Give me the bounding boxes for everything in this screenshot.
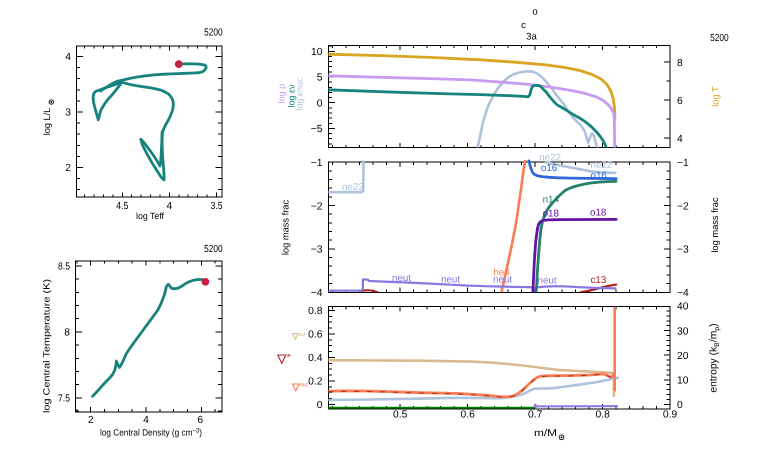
svg-text:2: 2	[88, 415, 94, 426]
svg-text:neut: neut	[538, 275, 557, 286]
svg-text:c: c	[521, 20, 526, 31]
svg-text:log Central Density (g cm−3): log Central Density (g cm−3)	[100, 428, 202, 438]
svg-text:6: 6	[677, 96, 683, 107]
svg-text:neut: neut	[441, 274, 460, 285]
svg-text:0.6: 0.6	[461, 410, 476, 421]
svg-text:8: 8	[677, 58, 683, 69]
svg-text:5: 5	[317, 73, 323, 84]
svg-text:−5: −5	[311, 124, 323, 135]
svg-text:log εν: log εν	[287, 84, 297, 108]
svg-text:0: 0	[317, 98, 323, 109]
svg-text:entropy (kB/mp): entropy (kB/mp)	[709, 323, 722, 392]
svg-text:log L/L: log L/L	[42, 108, 52, 136]
svg-text:log T: log T	[711, 86, 721, 107]
svg-text:10: 10	[311, 47, 323, 58]
svg-text:0.2: 0.2	[308, 377, 323, 388]
svg-text:2: 2	[65, 163, 71, 174]
svg-text:ne22: ne22	[591, 160, 613, 171]
svg-text:ne22: ne22	[342, 182, 364, 193]
svg-text:4: 4	[677, 134, 683, 145]
svg-text:o18: o18	[543, 209, 560, 220]
svg-text:0.9: 0.9	[663, 410, 678, 421]
svg-text:0.6: 0.6	[308, 330, 323, 341]
svg-text:0: 0	[677, 400, 683, 411]
svg-text:ne22: ne22	[539, 152, 561, 163]
svg-text:3a: 3a	[526, 32, 537, 43]
svg-text:−4: −4	[677, 288, 689, 299]
svg-text:log Teff: log Teff	[136, 211, 164, 221]
svg-text:−4: −4	[311, 288, 323, 299]
svg-text:−2: −2	[311, 201, 323, 212]
svg-text:8.5: 8.5	[58, 262, 70, 273]
svg-text:−3: −3	[311, 245, 323, 256]
svg-text:30: 30	[677, 326, 689, 337]
svg-text:n14: n14	[543, 195, 560, 206]
svg-text:5200: 5200	[204, 244, 223, 255]
svg-text:7.5: 7.5	[58, 394, 70, 405]
svg-text:3: 3	[65, 108, 71, 119]
svg-text:0: 0	[317, 400, 323, 411]
svg-text:o: o	[532, 7, 537, 18]
svg-text:0.7: 0.7	[528, 410, 543, 421]
svg-text:4.5: 4.5	[116, 201, 128, 212]
svg-text:m/M: m/M	[534, 428, 557, 439]
svg-text:0.4: 0.4	[308, 353, 323, 364]
svg-text:he4: he4	[494, 268, 511, 279]
svg-text:log mass frac: log mass frac	[710, 197, 720, 253]
svg-text:8: 8	[64, 328, 70, 339]
svg-text:o16: o16	[591, 170, 608, 181]
svg-text:5200: 5200	[710, 33, 729, 44]
svg-text:o18: o18	[590, 208, 607, 219]
svg-text:log mass frac: log mass frac	[281, 200, 291, 256]
svg-text:✳: ✳	[286, 353, 291, 360]
svg-text:10: 10	[677, 376, 689, 387]
svg-text:neut: neut	[493, 275, 512, 286]
svg-text:−3: −3	[677, 245, 689, 256]
svg-text:−2: −2	[677, 201, 689, 212]
svg-text:log εnuc: log εnuc	[295, 77, 305, 111]
svg-text:40: 40	[677, 302, 689, 313]
svg-text:6: 6	[197, 415, 203, 426]
svg-text:−1: −1	[677, 158, 689, 169]
svg-text:o16: o16	[541, 163, 558, 174]
svg-text:0.8: 0.8	[596, 410, 611, 421]
svg-text:4: 4	[65, 52, 71, 63]
svg-text:log ρ: log ρ	[277, 84, 287, 104]
svg-text:20: 20	[677, 351, 689, 362]
svg-text:3.5: 3.5	[211, 201, 223, 212]
svg-text:ad: ad	[299, 331, 305, 338]
svg-text:4: 4	[143, 415, 149, 426]
svg-text:c13: c13	[591, 275, 607, 286]
svg-text:log Central Temperature (K): log Central Temperature (K)	[42, 279, 52, 413]
svg-text:−1: −1	[311, 158, 323, 169]
svg-text:4: 4	[167, 201, 173, 212]
svg-text:0.5: 0.5	[393, 410, 408, 421]
svg-text:rad: rad	[300, 382, 308, 389]
svg-text:5200: 5200	[204, 28, 223, 39]
svg-text:neut: neut	[392, 273, 411, 284]
svg-text:0.8: 0.8	[308, 306, 323, 317]
